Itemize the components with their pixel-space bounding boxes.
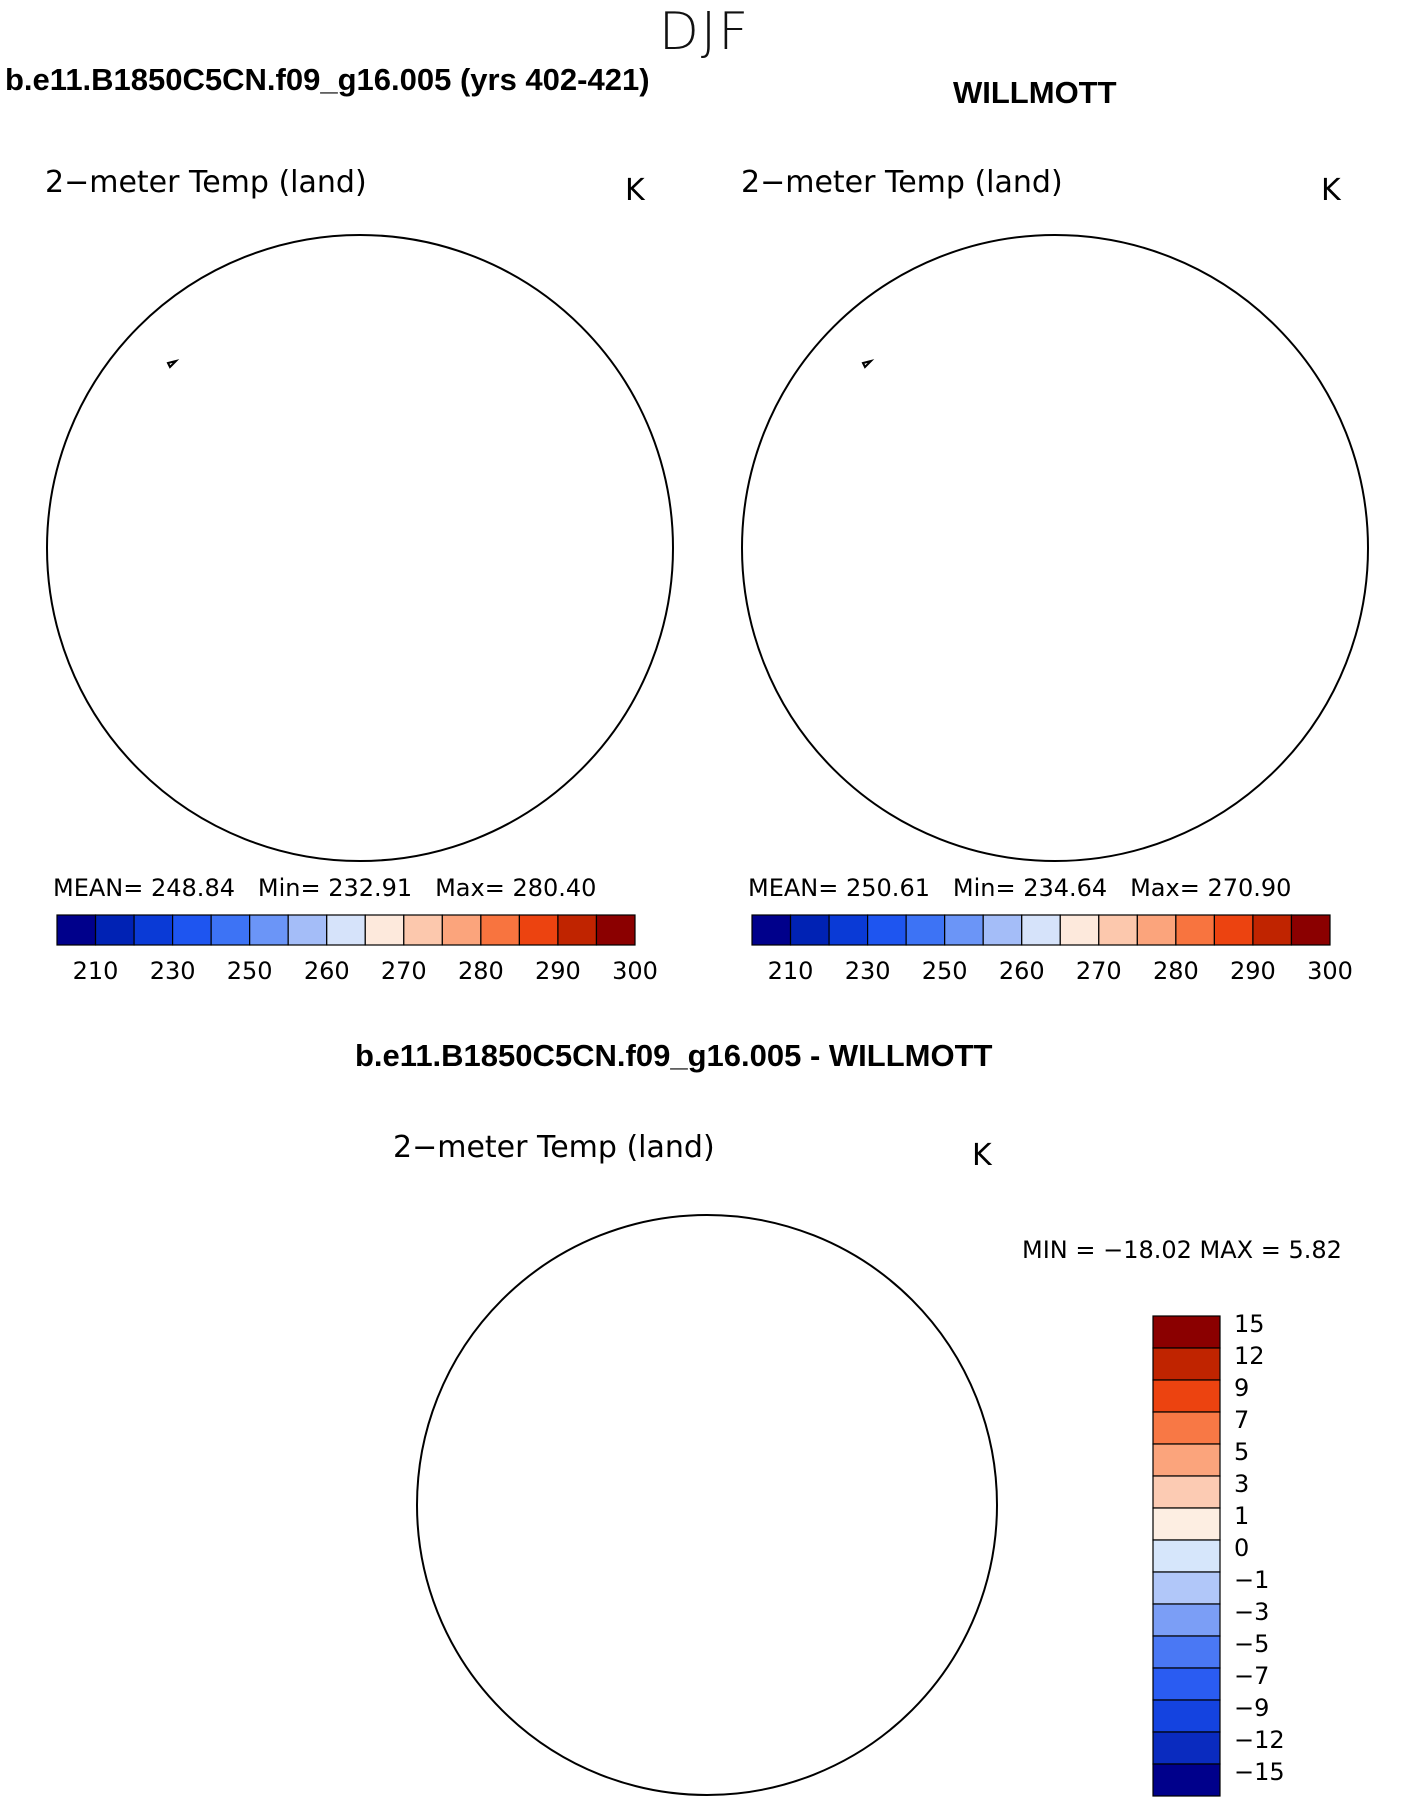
colorbar-swatch [1152,1443,1221,1477]
colorbar-swatch [1152,1411,1221,1445]
colorbar-swatch [172,914,212,946]
colorbar-swatch [1136,914,1177,946]
polar-map-boundary [46,234,674,862]
colorbar-tick-label: 7 [1234,1406,1249,1434]
colorbar-tick-label: 5 [1234,1438,1249,1466]
colorbar-swatch [364,914,405,946]
colorbar-tick-label: 260 [999,957,1045,985]
colorbar-swatch [1290,914,1331,946]
season-title: DJF [658,2,751,62]
colorbar-swatch [789,914,830,946]
colorbar-swatch [1021,914,1061,946]
colorbar-swatch [403,914,443,946]
colorbar-swatch [866,914,907,946]
colorbar-tick-label: −1 [1234,1566,1269,1594]
colorbar-swatch [480,914,521,946]
colorbar-swatch [249,914,289,946]
colorbar-swatch [1152,1635,1221,1669]
panel-left-units: K [625,173,645,208]
difference-minmax: MIN = −18.02 MAX = 5.82 [1022,1236,1342,1264]
colorbar-swatch [1098,914,1138,946]
map-panel-difference [416,1214,998,1796]
colorbar-swatch [287,914,328,946]
colorbar-swatch [595,914,636,946]
polar-map-boundary [416,1214,998,1796]
colorbar-tick-label: 270 [381,957,427,985]
colorbar-swatch [56,914,97,946]
panel-left-stats: MEAN= 248.84 Min= 232.91 Max= 280.40 [53,874,597,902]
colorbar-tick-label: 230 [845,957,891,985]
panel-right-variable: 2−meter Temp (land) [741,165,1063,200]
colorbar-swatch [1152,1539,1221,1573]
colorbar-tick-label: 0 [1234,1534,1249,1562]
colorbar-swatch [751,914,792,946]
colorbar-swatch [1059,914,1100,946]
panel-right-units: K [1321,173,1341,208]
colorbar-tick-label: 290 [535,957,581,985]
colorbar-tick-label: 230 [150,957,196,985]
panel-right-stats: MEAN= 250.61 Min= 234.64 Max= 270.90 [748,874,1292,902]
colorbar-swatch [1152,1667,1221,1701]
colorbar-swatch [944,914,984,946]
colorbar-swatch [1152,1379,1221,1413]
colorbar-tick-label: −12 [1234,1726,1285,1754]
colorbar-swatch [1213,914,1254,946]
colorbar-swatch [518,914,559,946]
colorbar-swatch [982,914,1023,946]
colorbar-tick-label: −15 [1234,1758,1285,1786]
colorbar-tick-label: 9 [1234,1374,1249,1402]
colorbar-swatch [1152,1603,1221,1637]
colorbar-swatch [1152,1571,1221,1605]
difference-variable: 2−meter Temp (land) [393,1130,715,1165]
colorbar-swatch [905,914,946,946]
colorbar-swatch [94,914,135,946]
colorbar-tick-label: 15 [1234,1310,1265,1338]
colorbar-swatch [133,914,174,946]
panel-right-title: WILLMOTT [953,75,1117,110]
colorbar-tick-label: 300 [1307,957,1353,985]
panel-left-variable: 2−meter Temp (land) [45,165,367,200]
panel-left-title: b.e11.B1850C5CN.f09_g16.005 (yrs 402-421… [5,62,650,97]
polar-map-boundary [741,234,1369,862]
colorbar-swatch [1252,914,1293,946]
colorbar-tick-label: 270 [1076,957,1122,985]
difference-units: K [972,1138,992,1173]
colorbar-tick-label: 290 [1230,957,1276,985]
colorbar-swatch [1152,1347,1221,1381]
colorbar-swatch [1152,1699,1221,1733]
colorbar-tick-label: 210 [768,957,814,985]
colorbar-swatch [1152,1475,1221,1509]
colorbar-observations: 210 230 250 260 270 280 290 300 [751,914,1353,985]
colorbar-tick-label: −9 [1234,1694,1269,1722]
colorbar-swatch [326,914,366,946]
colorbar-tick-label: 280 [458,957,504,985]
colorbar-swatch [1152,1731,1221,1765]
colorbar-tick-label: 1 [1234,1502,1249,1530]
colorbar-swatch [828,914,869,946]
colorbar-tick-label: −3 [1234,1598,1269,1626]
map-panel-observations [741,234,1369,862]
colorbar-tick-label: 12 [1234,1342,1265,1370]
colorbar-tick-label: 3 [1234,1470,1249,1498]
colorbar-swatch [557,914,598,946]
colorbar-tick-label: 250 [922,957,968,985]
colorbar-tick-label: 280 [1153,957,1199,985]
colorbar-tick-label: 250 [227,957,273,985]
colorbar-difference: −15 −12 −9 −7 −5 −3 −1 0 1 3 5 7 9 12 15 [1152,1310,1285,1797]
map-panel-model [46,234,674,862]
colorbar-tick-label: 300 [612,957,658,985]
colorbar-swatch [441,914,482,946]
colorbar-swatch [1152,1315,1221,1349]
difference-title: b.e11.B1850C5CN.f09_g16.005 - WILLMOTT [355,1038,993,1073]
colorbar-tick-label: 210 [73,957,119,985]
colorbar-model: 210 230 250 260 270 280 290 300 [56,914,658,985]
colorbar-swatch [1152,1763,1221,1797]
colorbar-swatch [1152,1507,1221,1541]
colorbar-swatch [1175,914,1216,946]
colorbar-tick-label: −5 [1234,1630,1269,1658]
colorbar-swatch [210,914,251,946]
colorbar-tick-label: −7 [1234,1662,1269,1690]
colorbar-tick-label: 260 [304,957,350,985]
